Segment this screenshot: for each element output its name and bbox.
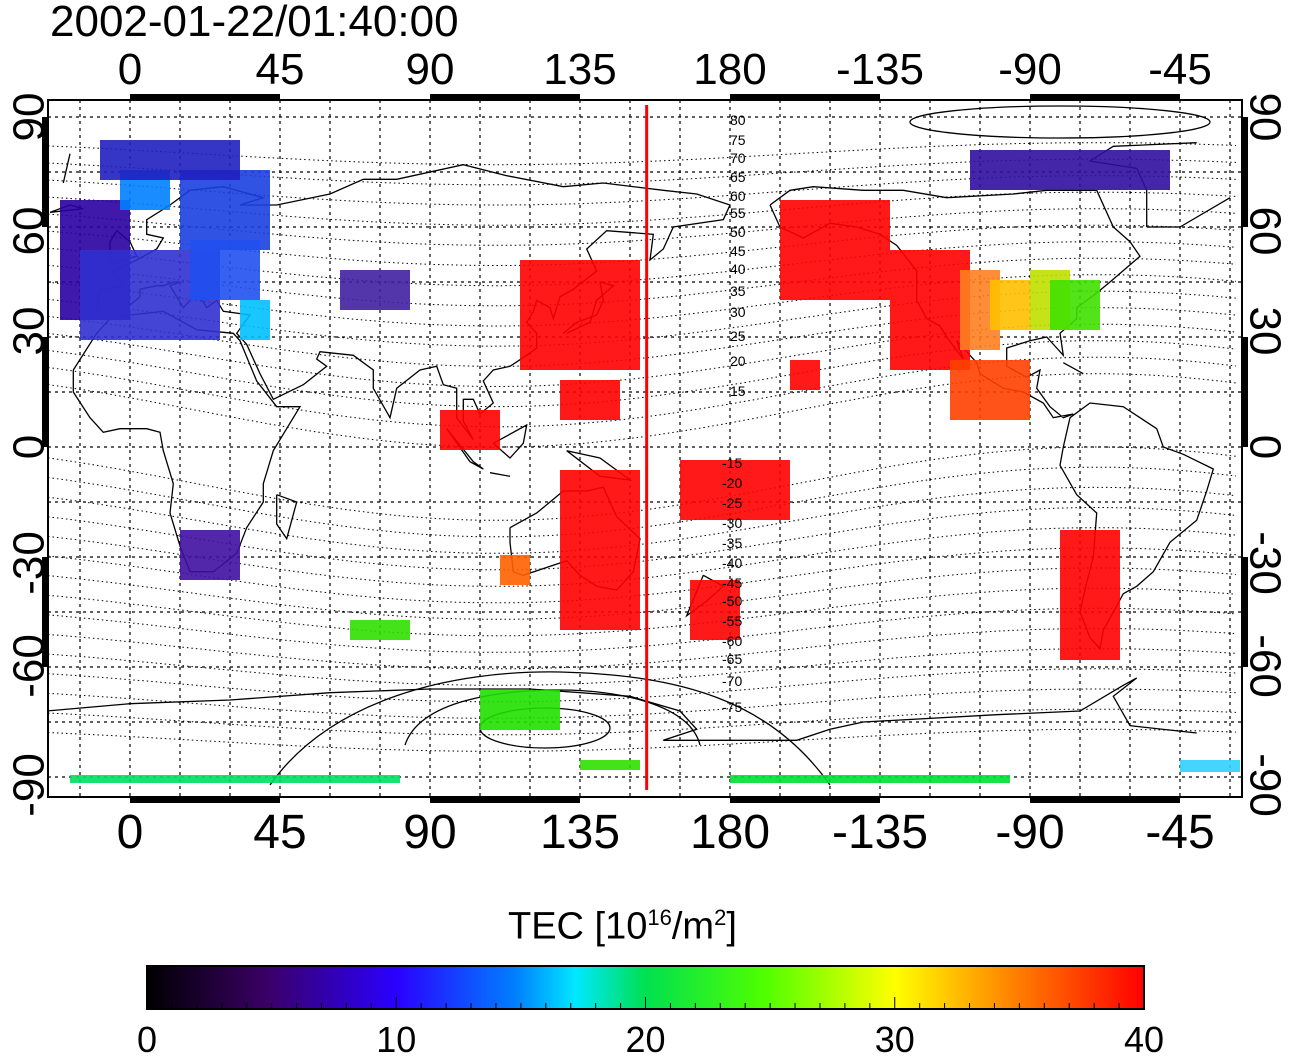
map-title: 2002-01-22/01:40:00 xyxy=(50,0,459,46)
longitude-tick-label: 0 xyxy=(118,45,142,94)
contour-label: -15 xyxy=(722,455,742,471)
latitude-tick-label: 0 xyxy=(1240,435,1289,459)
longitude-tick-label: 45 xyxy=(253,806,306,859)
longitude-tick-label: 90 xyxy=(406,45,455,94)
contour-label: -20 xyxy=(722,475,742,491)
contour-label: 20 xyxy=(730,353,746,369)
contour-label: -60 xyxy=(722,633,742,649)
contour-label: 60 xyxy=(730,188,746,204)
colorbar-minor-ticks xyxy=(146,997,1145,1009)
latitude-axis-right: 90 60 30 0 -30 -60 -90 xyxy=(1240,93,1289,817)
contour-label: 80 xyxy=(730,112,746,128)
contour-label: -65 xyxy=(722,651,742,667)
latitude-tick-label: -90 xyxy=(1240,753,1289,817)
colorbar-title: TEC [1016/m2] xyxy=(508,905,737,948)
frame-edge-bars xyxy=(42,94,1248,803)
contour-label: 25 xyxy=(730,328,746,344)
contour-label: 65 xyxy=(730,169,746,185)
contour-label: -75 xyxy=(722,699,742,715)
longitude-tick-label: 45 xyxy=(256,45,305,94)
contour-label: -50 xyxy=(722,593,742,609)
longitude-tick-label: -45 xyxy=(1145,806,1214,859)
contour-label: -55 xyxy=(722,613,742,629)
longitude-axis-top: 0 45 90 135 180 -135 -90 -45 xyxy=(118,45,1212,94)
longitude-tick-label: -90 xyxy=(995,806,1064,859)
longitude-tick-label: 135 xyxy=(543,45,616,94)
colorbar-tick-label: 30 xyxy=(875,1019,915,1057)
longitude-tick-label: -90 xyxy=(998,45,1062,94)
longitude-tick-label: 180 xyxy=(693,45,766,94)
contour-label: -25 xyxy=(722,495,742,511)
colorbar-tick-label: 0 xyxy=(137,1019,157,1057)
contour-label: 50 xyxy=(730,224,746,240)
longitude-axis-bottom: 0 45 90 135 180 -135 -90 -45 xyxy=(117,806,1215,859)
contour-label: 35 xyxy=(730,283,746,299)
colorbar-tick-label: 40 xyxy=(1124,1019,1164,1057)
latitude-tick-label: -30 xyxy=(5,531,54,595)
colorbar-tick-label: 20 xyxy=(625,1019,665,1057)
contour-label: 15 xyxy=(730,383,746,399)
longitude-tick-label: -45 xyxy=(1148,45,1212,94)
latitude-tick-label: 30 xyxy=(1240,307,1289,356)
longitude-tick-label: 180 xyxy=(690,806,770,859)
latitude-axis-left: 90 60 30 0 -30 -60 -90 xyxy=(5,93,54,817)
contour-label: 70 xyxy=(730,150,746,166)
contour-label: -70 xyxy=(722,673,742,689)
latitude-tick-label: 0 xyxy=(5,435,54,459)
colorbar-tick-label: 10 xyxy=(376,1019,416,1057)
longitude-tick-label: 0 xyxy=(117,806,144,859)
contour-label: -35 xyxy=(722,535,742,551)
contour-label: 55 xyxy=(730,205,746,221)
longitude-tick-label: 135 xyxy=(540,806,620,859)
latitude-tick-label: -90 xyxy=(5,753,54,817)
contour-label: 45 xyxy=(730,243,746,259)
contour-label: -40 xyxy=(722,555,742,571)
contour-label: 40 xyxy=(730,261,746,277)
latitude-tick-label: 90 xyxy=(5,93,54,142)
longitude-tick-label: 90 xyxy=(403,806,456,859)
latitude-tick-label: -60 xyxy=(5,634,54,698)
tec-observations xyxy=(60,140,1240,783)
longitude-tick-label: -135 xyxy=(832,806,928,859)
latitude-tick-label: 90 xyxy=(1240,93,1289,142)
contour-label: -45 xyxy=(722,575,742,591)
latitude-tick-label: 60 xyxy=(1240,207,1289,256)
contour-label: 75 xyxy=(730,132,746,148)
latitude-tick-label: 60 xyxy=(5,207,54,256)
latitude-tick-label: -30 xyxy=(1240,531,1289,595)
colorbar-tick-labels: 0 10 20 30 40 xyxy=(137,1019,1164,1057)
longitude-tick-label: -135 xyxy=(836,45,924,94)
latitude-tick-label: 30 xyxy=(5,307,54,356)
latitude-tick-label: -60 xyxy=(1240,634,1289,698)
contour-label: 30 xyxy=(730,304,746,320)
contour-label: -30 xyxy=(722,515,742,531)
